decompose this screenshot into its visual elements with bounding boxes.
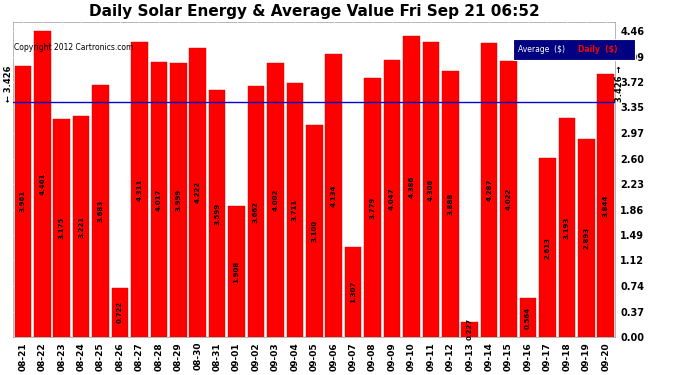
- Bar: [248, 86, 264, 337]
- Text: ← 3.426: ← 3.426: [4, 66, 13, 102]
- Bar: [267, 63, 284, 337]
- Title: Daily Solar Energy & Average Value Fri Sep 21 06:52: Daily Solar Energy & Average Value Fri S…: [89, 4, 540, 19]
- Text: 3.599: 3.599: [214, 202, 220, 225]
- Text: 3.999: 3.999: [175, 189, 181, 211]
- Bar: [500, 62, 517, 337]
- Bar: [150, 62, 167, 337]
- Bar: [34, 31, 50, 337]
- Bar: [170, 63, 186, 337]
- Bar: [422, 42, 439, 337]
- Text: 3.888: 3.888: [447, 193, 453, 215]
- Bar: [92, 85, 109, 337]
- Text: 1.307: 1.307: [350, 281, 356, 303]
- Text: 3.175: 3.175: [59, 217, 65, 239]
- Bar: [131, 42, 148, 337]
- Text: 4.134: 4.134: [331, 184, 337, 207]
- Bar: [403, 36, 420, 337]
- Text: 0.564: 0.564: [525, 307, 531, 329]
- Text: 3.426 →: 3.426 →: [615, 66, 624, 102]
- Text: 4.386: 4.386: [408, 176, 415, 198]
- Bar: [190, 48, 206, 337]
- Bar: [481, 43, 497, 337]
- Bar: [14, 66, 31, 337]
- Bar: [578, 139, 595, 337]
- Text: Average  ($): Average ($): [518, 45, 564, 54]
- Bar: [364, 78, 381, 337]
- Text: 4.287: 4.287: [486, 179, 492, 201]
- Text: 4.017: 4.017: [156, 188, 162, 211]
- Text: 2.613: 2.613: [544, 237, 551, 258]
- Bar: [345, 248, 362, 337]
- Bar: [228, 206, 245, 337]
- Bar: [326, 54, 342, 337]
- Text: 3.221: 3.221: [78, 216, 84, 238]
- Text: 4.311: 4.311: [137, 178, 142, 201]
- Text: 1.908: 1.908: [234, 261, 239, 283]
- Text: Daily  ($): Daily ($): [578, 45, 617, 54]
- Bar: [112, 288, 128, 337]
- Bar: [598, 74, 614, 337]
- Text: 3.100: 3.100: [311, 220, 317, 242]
- Text: 0.722: 0.722: [117, 302, 123, 323]
- Bar: [54, 119, 70, 337]
- Text: 2.893: 2.893: [583, 227, 589, 249]
- Text: 3.193: 3.193: [564, 216, 570, 239]
- Bar: [306, 124, 322, 337]
- Text: 0.227: 0.227: [466, 318, 473, 340]
- Bar: [559, 118, 575, 337]
- Bar: [539, 158, 555, 337]
- Text: 4.306: 4.306: [428, 178, 434, 201]
- Text: 3.662: 3.662: [253, 201, 259, 222]
- Text: 3.683: 3.683: [97, 200, 104, 222]
- Bar: [462, 321, 478, 337]
- Bar: [520, 298, 536, 337]
- Text: 4.022: 4.022: [506, 188, 511, 210]
- Bar: [73, 116, 90, 337]
- Text: 4.047: 4.047: [389, 187, 395, 210]
- Text: Copyright 2012 Cartronics.com: Copyright 2012 Cartronics.com: [14, 43, 133, 52]
- Bar: [209, 90, 226, 337]
- Bar: [442, 70, 459, 337]
- Text: 3.711: 3.711: [292, 199, 298, 221]
- Text: 3.961: 3.961: [20, 190, 26, 212]
- Text: 4.222: 4.222: [195, 182, 201, 203]
- Text: 3.844: 3.844: [603, 194, 609, 217]
- Bar: [286, 82, 303, 337]
- Text: 3.779: 3.779: [370, 196, 375, 219]
- Text: 4.002: 4.002: [273, 189, 279, 211]
- Bar: [384, 60, 400, 337]
- Text: 4.461: 4.461: [39, 173, 46, 195]
